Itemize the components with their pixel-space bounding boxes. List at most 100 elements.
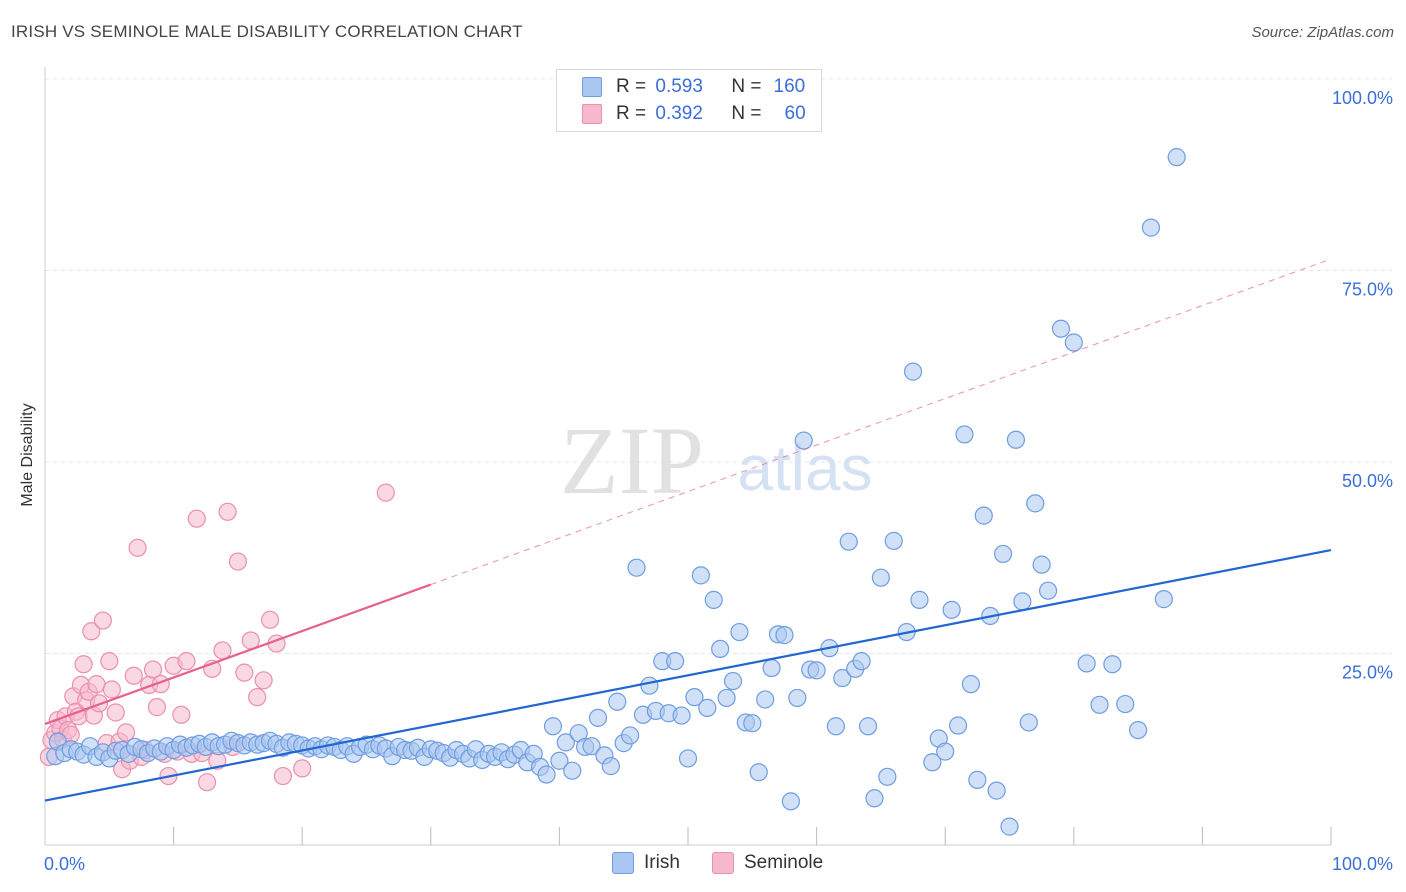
legend-swatch-irish	[582, 77, 602, 97]
y-tick-label: 100.0%	[1332, 88, 1393, 108]
irish-point	[678, 749, 698, 768]
irish-point	[878, 767, 897, 786]
legend-r-label: R =	[616, 76, 647, 97]
irish-point	[1051, 319, 1071, 338]
legend-n-label: N =	[731, 76, 762, 97]
series-swatch-seminole	[712, 852, 734, 874]
seminole-point	[143, 660, 163, 679]
seminole-point	[260, 610, 280, 629]
series-legend-irish[interactable]: Irish	[612, 852, 680, 874]
irish-point	[749, 763, 768, 782]
irish-point	[993, 544, 1013, 564]
irish-point	[711, 639, 730, 659]
irish-point	[936, 742, 955, 761]
seminole-point	[197, 773, 217, 792]
seminole-point	[124, 666, 143, 685]
irish-point	[987, 781, 1006, 800]
irish-point	[608, 692, 627, 711]
y-tick-label: 25.0%	[1342, 663, 1393, 683]
irish-point	[537, 765, 556, 784]
irish-point	[942, 600, 961, 619]
irish-point	[588, 708, 608, 727]
irish-point	[1013, 592, 1032, 611]
seminole-point	[116, 723, 136, 742]
seminole-point	[376, 483, 395, 502]
seminole-point	[100, 652, 119, 671]
irish-point	[1167, 148, 1186, 167]
irish-point	[884, 531, 903, 550]
irish-point	[756, 690, 775, 709]
irish-point	[627, 558, 646, 577]
legend-n-value: 60	[784, 103, 806, 124]
irish-point	[743, 714, 762, 733]
irish-point	[550, 751, 569, 770]
irish-point	[910, 590, 929, 609]
seminole-point	[102, 680, 121, 699]
irish-point	[1103, 655, 1122, 674]
seminole-trend-extension	[430, 258, 1332, 586]
seminole-point	[74, 655, 93, 674]
irish-point	[685, 688, 704, 707]
legend-r-value: 0.392	[655, 103, 703, 124]
irish-point	[794, 431, 813, 450]
series-swatch-irish	[612, 852, 634, 874]
series-legend: Irish Seminole	[0, 852, 1406, 876]
irish-points	[46, 148, 1186, 836]
series-legend-seminole[interactable]: Seminole	[712, 852, 823, 874]
series-label-irish: Irish	[644, 852, 680, 873]
legend-row-seminole: R = 0.392 N = 60	[582, 102, 806, 126]
irish-point	[1000, 817, 1019, 836]
grid-lines	[45, 78, 1392, 654]
irish-point	[826, 717, 845, 736]
legend-n-value: 160	[773, 76, 806, 97]
irish-point	[1026, 494, 1045, 513]
irish-point	[781, 792, 800, 811]
x-tick-label: 100.0%	[1332, 854, 1393, 874]
irish-point	[775, 626, 794, 645]
seminole-point	[254, 671, 273, 690]
irish-point	[974, 506, 993, 525]
irish-point	[1090, 695, 1109, 714]
legend-n-label: N =	[731, 103, 762, 124]
irish-point	[1128, 720, 1148, 740]
legend-r-value: 0.593	[655, 76, 703, 97]
irish-point	[1006, 430, 1026, 449]
legend-swatch-seminole	[582, 104, 602, 124]
seminole-point	[293, 759, 312, 778]
irish-point	[582, 737, 601, 756]
seminole-point	[93, 611, 112, 630]
seminole-point	[87, 675, 106, 694]
irish-trend-line	[44, 549, 1332, 802]
irish-point	[948, 716, 968, 735]
legend-row-irish: R = 0.593 N = 160	[582, 75, 805, 99]
irish-point	[865, 789, 884, 808]
irish-point	[717, 688, 736, 708]
irish-point	[968, 770, 987, 789]
seminole-trend-line	[44, 583, 432, 726]
irish-point	[723, 671, 743, 691]
irish-point	[556, 733, 575, 752]
irish-point	[601, 757, 620, 776]
watermark: ZIP atlas	[560, 407, 873, 514]
seminole-point	[128, 538, 147, 557]
y-tick-label: 50.0%	[1342, 471, 1393, 491]
irish-point	[955, 425, 974, 444]
seminole-point	[172, 705, 191, 724]
irish-point	[858, 717, 878, 736]
irish-point	[543, 717, 563, 736]
series-label-seminole: Seminole	[744, 852, 824, 873]
irish-point	[923, 753, 942, 772]
irish-point	[704, 590, 723, 609]
irish-point	[762, 658, 781, 678]
irish-point	[852, 652, 871, 671]
irish-point	[961, 675, 981, 694]
seminole-point	[147, 698, 166, 717]
irish-point	[672, 706, 691, 725]
irish-point	[871, 568, 891, 587]
irish-point	[1038, 581, 1058, 600]
correlation-legend: R = 0.593 N = 160 R = 0.392 N = 60	[556, 69, 822, 132]
irish-point	[1116, 694, 1135, 714]
irish-point	[1019, 713, 1038, 732]
irish-point	[563, 761, 582, 780]
